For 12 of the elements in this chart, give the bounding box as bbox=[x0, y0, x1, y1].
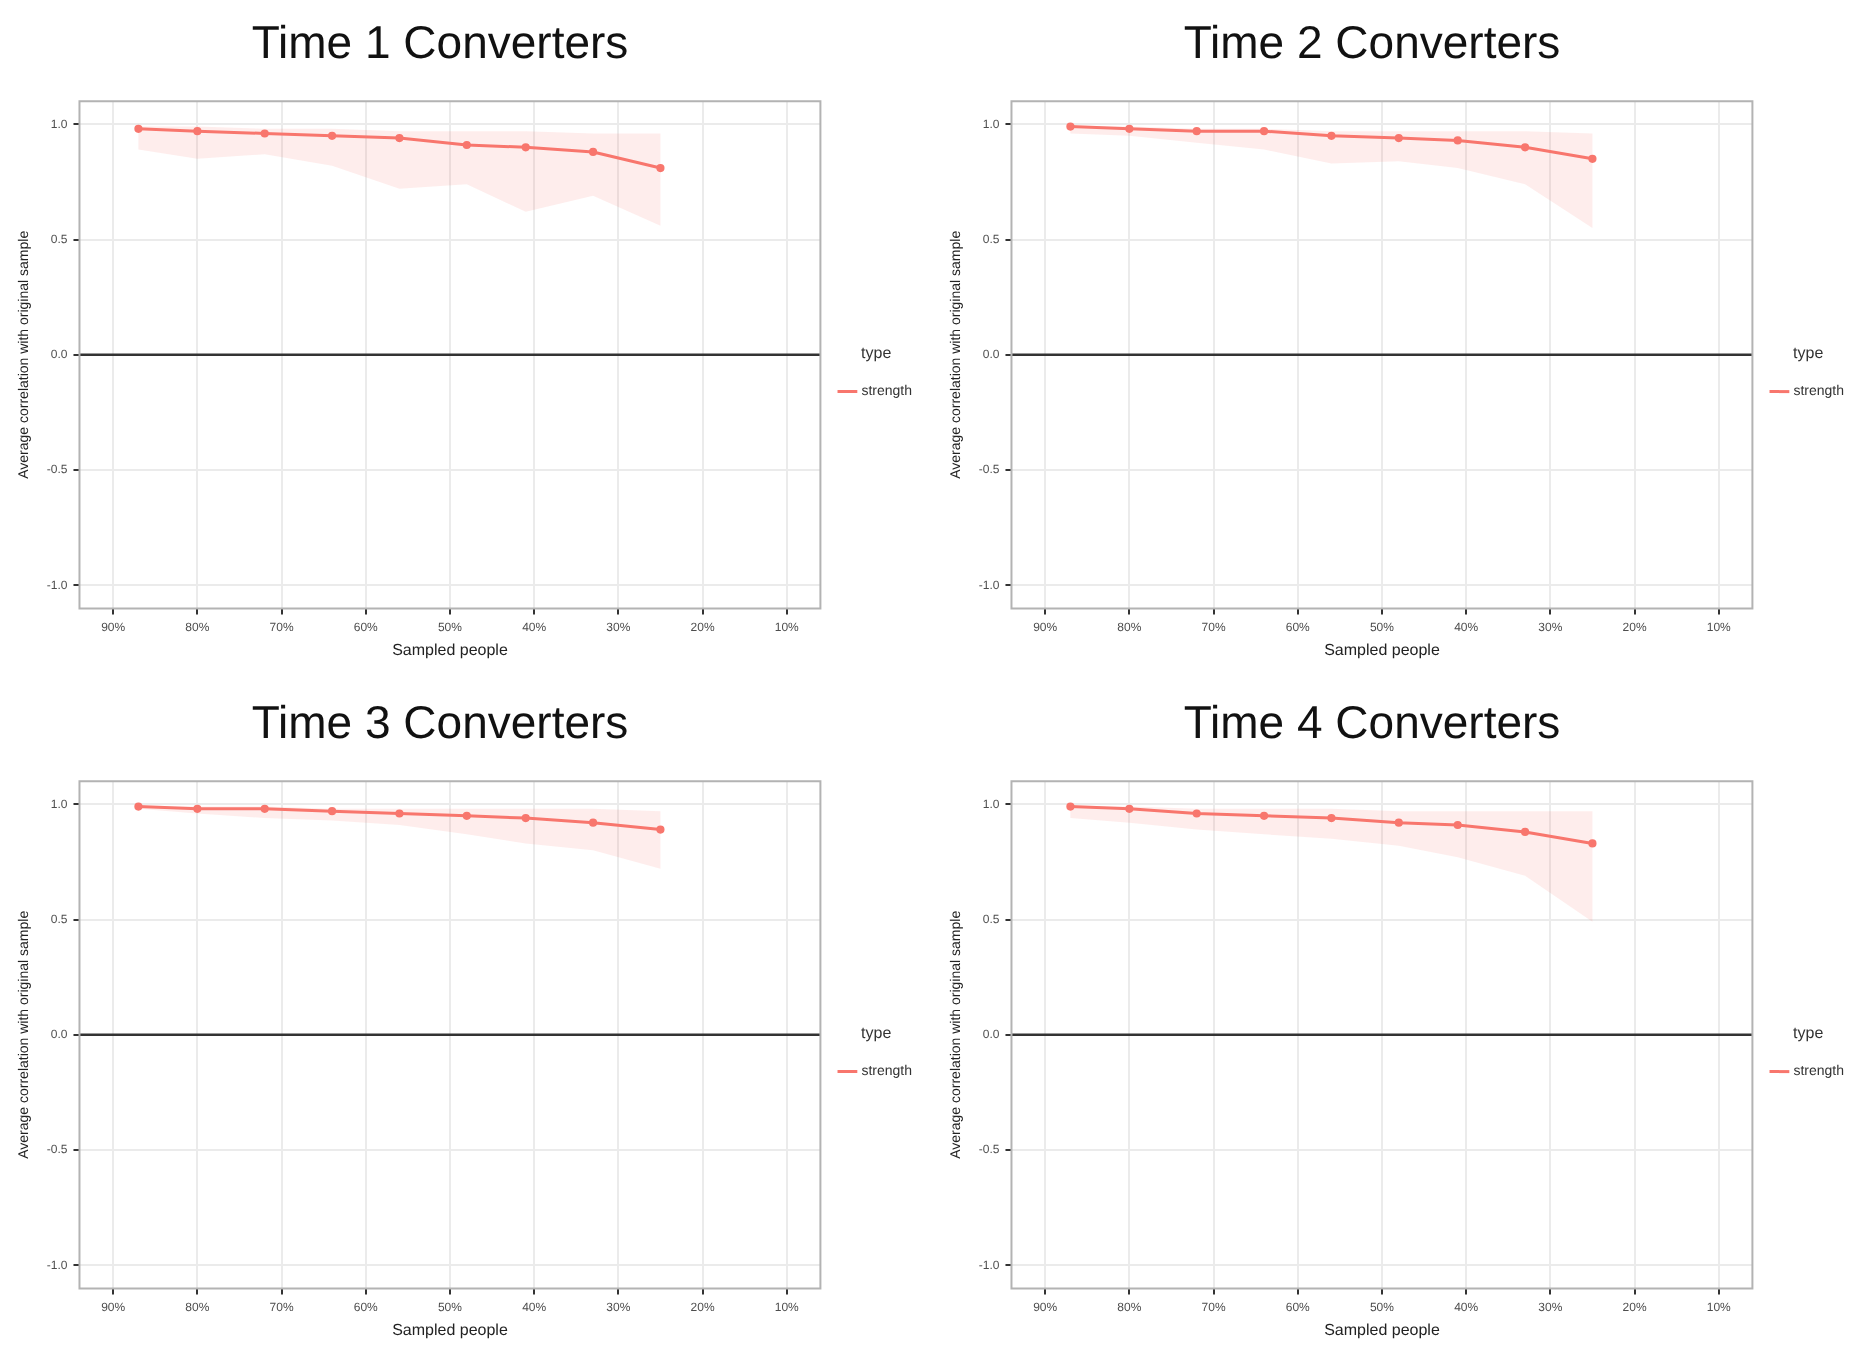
chart-title: Time 4 Converters bbox=[1181, 696, 1563, 750]
legend-title: type bbox=[861, 1023, 893, 1042]
legend-title: type bbox=[1793, 343, 1825, 362]
chart-title: Time 3 Converters bbox=[249, 696, 631, 750]
chart-title: Time 2 Converters bbox=[1181, 16, 1563, 70]
x-axis-title: Sampled people bbox=[1324, 1320, 1441, 1339]
x-axis-title: Sampled people bbox=[392, 640, 509, 659]
x-axis-title: Sampled people bbox=[392, 1320, 509, 1339]
legend-title: type bbox=[1793, 1023, 1825, 1042]
chart-title: Time 1 Converters bbox=[249, 16, 631, 70]
x-axis-title: Sampled people bbox=[1324, 640, 1441, 659]
legend-title: type bbox=[861, 343, 893, 362]
